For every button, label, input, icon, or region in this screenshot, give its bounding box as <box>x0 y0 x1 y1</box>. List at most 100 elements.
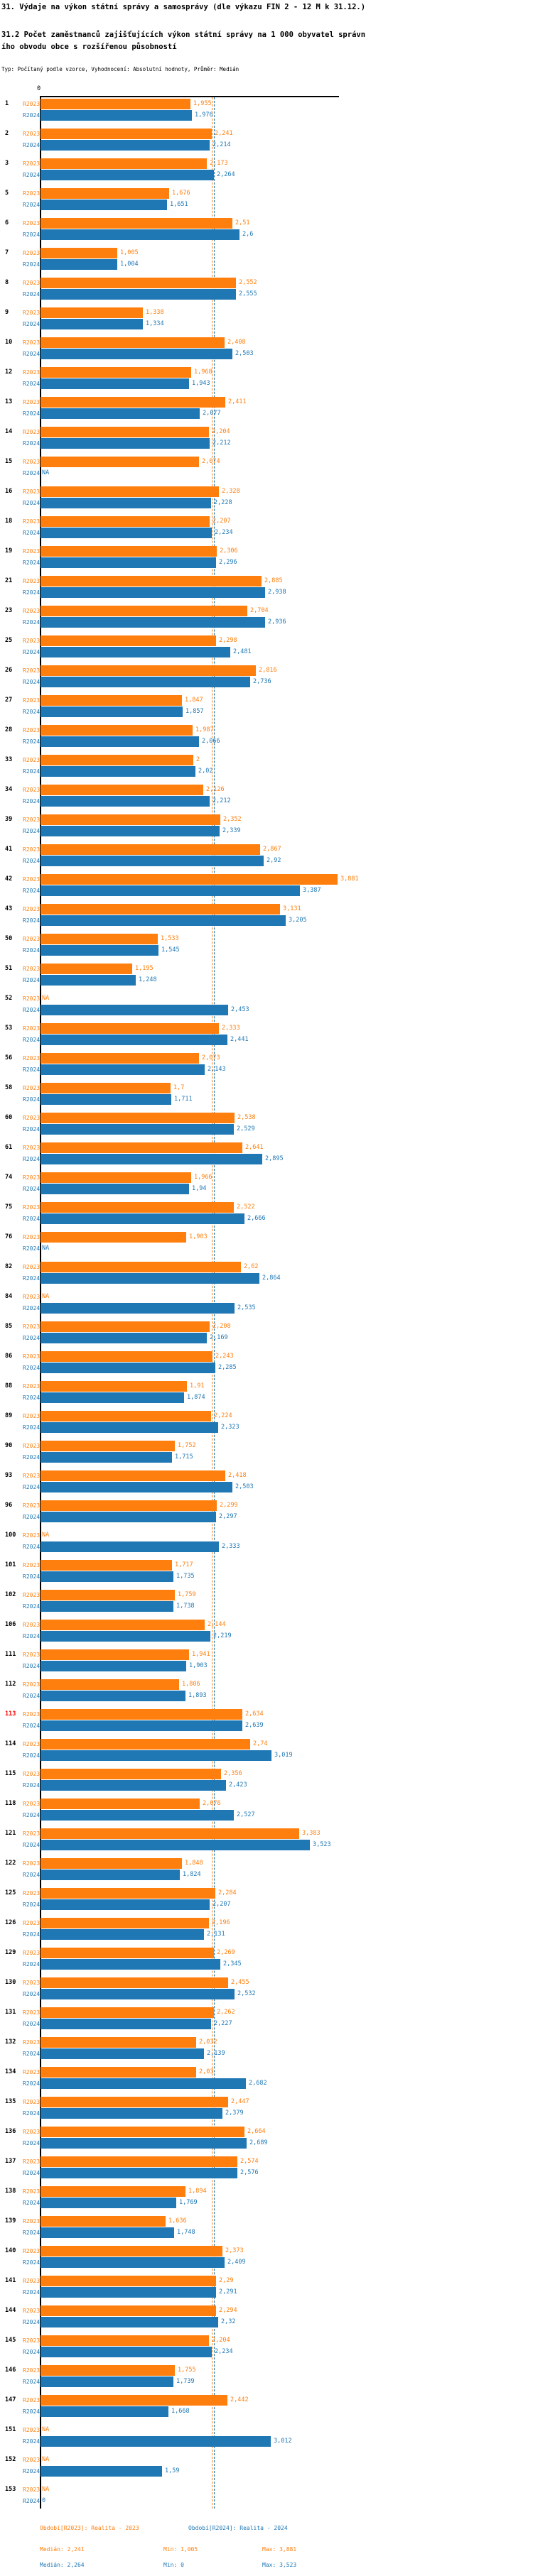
bar-r2024 <box>41 1154 262 1164</box>
chart-row-r2024: R2024 2,214 <box>0 140 533 151</box>
bar-r2024 <box>41 1213 244 1224</box>
row-number-label: 93 <box>5 1472 13 1479</box>
series-label-r2024: R2024 <box>23 2319 41 2325</box>
series-label-r2024: R2024 <box>23 888 41 894</box>
bar-r2023 <box>41 1202 234 1213</box>
series-label-r2023: R2023 <box>23 1085 41 1091</box>
chart-row-r2023: 85 R2023 2,208 <box>0 1321 533 1332</box>
row-number-label: 132 <box>5 2039 16 2046</box>
chart-row-r2024: R2024 1,59 <box>0 2466 533 2477</box>
bar-r2023 <box>41 1470 225 1481</box>
chart-row-r2023: 131 R2023 2,262 <box>0 2007 533 2018</box>
bar-r2023 <box>41 1172 191 1183</box>
bar-r2024 <box>41 736 199 747</box>
bar-r2024 <box>41 528 212 538</box>
chart-row-r2023: 140 R2023 2,373 <box>0 2246 533 2256</box>
chart-row-r2024: R2024 1,715 <box>0 1452 533 1463</box>
series-label-r2023: R2023 <box>23 1532 41 1539</box>
series-label-r2024: R2024 <box>23 2379 41 2385</box>
chart-row-r2024: R2024 2,527 <box>0 1810 533 1821</box>
bar-r2024 <box>41 200 167 210</box>
legend-min-r2023: Min: 1,005 <box>163 2546 198 2553</box>
meta-line: Typ: Počítaný podle vzorce, Vyhodnocení:… <box>1 66 239 72</box>
chart-row-r2023: 90 R2023 1,752 <box>0 1441 533 1451</box>
series-label-r2024: R2024 <box>23 1544 41 1550</box>
value-label: 1,739 <box>176 2378 195 2385</box>
bar-r2023 <box>41 1411 211 1421</box>
chart-row-r2024: R2024 2,323 <box>0 1422 533 1433</box>
value-label: 2,704 <box>250 607 269 614</box>
chart-row-r2024: R2024 2,339 <box>0 826 533 836</box>
row-number-label: 96 <box>5 1502 13 1509</box>
series-label-r2023: R2023 <box>23 1562 41 1568</box>
value-label: 1,004 <box>120 261 139 268</box>
bar-r2023 <box>41 2127 244 2137</box>
bar-r2023 <box>41 1441 175 1451</box>
bar-r2024 <box>41 1333 207 1343</box>
value-label: 2,204 <box>212 2337 230 2344</box>
chart-row-r2023: 132 R2023 2,032 <box>0 2037 533 2048</box>
chart-row-r2023: 115 R2023 2,356 <box>0 1769 533 1779</box>
chart-row-r2024: R2024 NA <box>0 1243 533 1254</box>
chart-row-r2024: R2024 2,453 <box>0 1005 533 1015</box>
row-number-label: 130 <box>5 1979 16 1986</box>
chart-row-r2024: R2024 2,169 <box>0 1333 533 1343</box>
row-number-label: 74 <box>5 1174 13 1181</box>
series-label-r2024: R2024 <box>23 1156 41 1162</box>
bar-r2023 <box>41 486 219 497</box>
bar-r2023 <box>41 1739 250 1750</box>
series-label-r2023: R2023 <box>23 2427 41 2433</box>
series-label-r2023: R2023 <box>23 101 41 107</box>
value-label: 3,131 <box>283 905 301 912</box>
value-label: 2,143 <box>208 1066 226 1073</box>
row-number-label: 9 <box>5 309 9 316</box>
bar-r2024 <box>41 915 286 926</box>
row-number-label: 111 <box>5 1651 16 1658</box>
value-label: 2,139 <box>207 2050 225 2057</box>
chart-row-r2024: R2024 1,711 <box>0 1094 533 1105</box>
chart-row-r2023: 1 R2023 1,955 <box>0 99 533 109</box>
series-label-r2024: R2024 <box>23 768 41 775</box>
value-label: 1,848 <box>185 1860 203 1867</box>
value-label: 2,306 <box>220 547 238 555</box>
series-label-r2023: R2023 <box>23 1890 41 1896</box>
bar-r2024 <box>41 1810 234 1821</box>
bar-r2024 <box>41 2078 246 2089</box>
chart-row-r2024: R2024 2,219 <box>0 1631 533 1642</box>
series-label-r2023: R2023 <box>23 2397 41 2403</box>
chart-row-r2024: R2024 1,943 <box>0 378 533 389</box>
value-label: 1,755 <box>178 2367 196 2374</box>
value-label: 2,555 <box>239 290 257 298</box>
chart-row-r2023: 84 R2023 NA <box>0 1292 533 1302</box>
bar-r2023 <box>41 1321 210 1332</box>
chart-row-r2024: R2024 1,976 <box>0 110 533 121</box>
value-label: 2,453 <box>231 1006 249 1013</box>
row-number-label: 140 <box>5 2247 16 2254</box>
chart-row-r2023: 58 R2023 1,7 <box>0 1083 533 1093</box>
chart-row-r2023: 102 R2023 1,759 <box>0 1590 533 1600</box>
series-label-r2024: R2024 <box>23 2140 41 2146</box>
value-label: 2,076 <box>203 1800 221 1807</box>
series-label-r2024: R2024 <box>23 977 41 983</box>
row-number-label: 6 <box>5 219 9 227</box>
chart-row-r2023: 74 R2023 1,966 <box>0 1172 533 1183</box>
row-number-label: 13 <box>5 398 13 405</box>
legend-max-r2024: Max: 3,523 <box>262 2562 297 2568</box>
bar-r2023 <box>41 576 262 586</box>
series-label-r2024: R2024 <box>23 917 41 924</box>
value-label: 2,411 <box>228 398 247 405</box>
series-label-r2024: R2024 <box>23 1663 41 1669</box>
bar-r2023 <box>41 307 143 318</box>
series-label-r2024: R2024 <box>23 2498 41 2504</box>
bar-r2024 <box>41 1064 205 1075</box>
value-label: 2,333 <box>222 1543 240 1550</box>
bar-r2023 <box>41 1649 189 1660</box>
chart-row-r2023: 152 R2023 NA <box>0 2455 533 2465</box>
value-label: 2,066 <box>202 738 220 745</box>
chart-row-r2023: 51 R2023 1,195 <box>0 964 533 974</box>
bar-r2024 <box>41 2019 211 2029</box>
bar-r2024 <box>41 438 210 449</box>
value-label: 2,552 <box>239 279 257 286</box>
row-number-label: 114 <box>5 1740 16 1747</box>
chart-row-r2023: 93 R2023 2,418 <box>0 1470 533 1481</box>
